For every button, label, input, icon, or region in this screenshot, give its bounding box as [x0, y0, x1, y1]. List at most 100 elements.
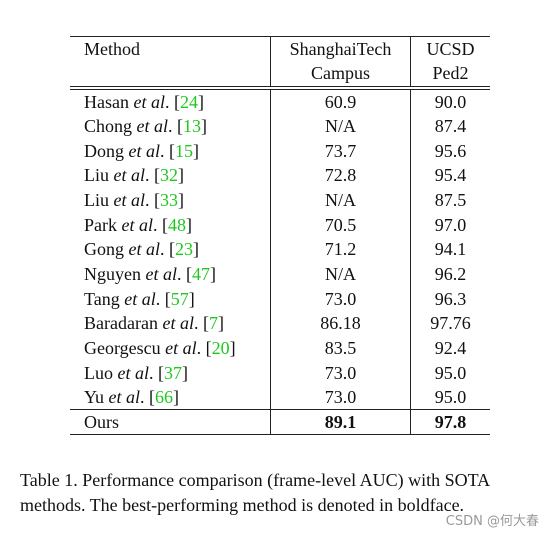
score-cell: 90.0 — [410, 87, 490, 114]
table-row: Chong et al. [13] N/A 87.4 — [70, 113, 490, 139]
score-cell: 95.0 — [410, 360, 490, 386]
method-text: ] — [201, 115, 208, 136]
method-cell: Yu et al. [66] — [70, 385, 271, 410]
method-text: . [ — [193, 313, 209, 334]
method-text: et al — [128, 239, 161, 260]
score-cell: 87.4 — [410, 113, 490, 139]
score-cell: 95.6 — [410, 138, 490, 163]
score-cell: N/A — [270, 187, 411, 213]
citation: 7 — [208, 313, 218, 334]
score-cell: 96.3 — [410, 286, 490, 311]
citation: 47 — [192, 263, 210, 284]
score-cell: 73.0 — [270, 385, 411, 410]
method-text: Baradaran — [84, 313, 163, 334]
method-text: . [ — [160, 239, 175, 260]
method-text: et al — [136, 115, 169, 136]
method-text: Chong — [84, 115, 137, 136]
table-row: Hasan et al. [24] 60.9 90.0 — [70, 87, 490, 114]
header-text: Ped2 — [432, 63, 469, 83]
caption: Table 1. Performance comparison (frame-l… — [20, 470, 490, 515]
method-text: . [ — [164, 91, 180, 112]
score-cell: 60.9 — [270, 87, 411, 114]
method-text: Hasan — [84, 91, 134, 112]
method-cell: Nguyen et al. [47] — [70, 262, 271, 287]
method-text: ] — [186, 214, 192, 235]
table-row: Ours 89.1 97.8 — [70, 409, 490, 435]
table-row: Dong et al. [15] 73.7 95.6 — [70, 138, 490, 163]
method-text: et al — [162, 313, 194, 334]
header-cell: Method — [70, 37, 271, 88]
citation: 33 — [160, 189, 178, 210]
method-text: et al — [113, 189, 146, 210]
method-text: . [ — [177, 263, 192, 284]
method-text: . [ — [196, 338, 212, 359]
watermark: CSDN @何大春 — [445, 514, 539, 529]
header-text: ShanghaiTech — [289, 39, 392, 59]
score-cell: 95.0 — [410, 385, 490, 410]
score-cell: 83.5 — [270, 335, 411, 361]
citation: 24 — [179, 91, 198, 112]
method-cell: Hasan et al. [24] — [70, 88, 271, 114]
method-text: . [ — [160, 140, 175, 161]
method-cell: Luo et al. [37] — [70, 360, 271, 385]
method-cell: Gong et al. [23] — [70, 237, 271, 262]
method-text: Nguyen — [84, 263, 146, 284]
method-cell: Park et al. [48] — [70, 212, 271, 237]
header-text: UCSD — [426, 39, 475, 59]
score-cell: 97.8 — [410, 409, 490, 435]
header-row: Method ShanghaiTech Campus UCSD Ped2 — [70, 36, 490, 88]
method-text: ] — [229, 338, 236, 359]
citation: 57 — [170, 288, 189, 309]
method-text: . [ — [168, 115, 184, 136]
header-text: Method — [84, 39, 140, 59]
results-table: Method ShanghaiTech Campus UCSD Ped2 Hasan e… — [70, 36, 490, 435]
method-text: et al — [133, 91, 165, 112]
method-text: ] — [193, 239, 199, 260]
method-text: Liu — [84, 189, 114, 210]
table-row: Gong et al. [23] 71.2 94.1 — [70, 236, 490, 262]
score-cell: 97.76 — [410, 311, 490, 336]
method-text: . [ — [153, 214, 168, 235]
method-text: et al — [121, 214, 154, 235]
score-cell: 87.5 — [410, 187, 490, 213]
method-text: et al — [124, 288, 156, 309]
table-body: Hasan et al. [24] 60.9 90.0 Chong et al. [1… — [70, 87, 490, 435]
method-text: ] — [193, 140, 199, 161]
table-row: Georgescu et al. [20] 83.5 92.4 — [70, 335, 490, 361]
method-cell: Baradaran et al. [7] — [70, 311, 271, 336]
method-cell: Liu et al. [33] — [70, 188, 271, 213]
method-text: . [ — [145, 189, 160, 210]
score-cell: 92.4 — [410, 335, 490, 361]
method-text: ] — [188, 288, 195, 309]
citation: 48 — [168, 214, 186, 235]
table-row: Baradaran et al. [7] 86.18 97.76 — [70, 311, 490, 336]
citation: 20 — [211, 338, 230, 359]
score-cell: 97.0 — [410, 212, 490, 237]
table-row: Yu et al. [66] 73.0 95.0 — [70, 385, 490, 410]
method-text: ] — [178, 189, 184, 210]
table-row: Tang et al. [57] 73.0 96.3 — [70, 286, 490, 311]
method-text: Ours — [84, 412, 119, 433]
method-cell: Dong et al. [15] — [70, 138, 271, 163]
method-text: . [ — [155, 288, 171, 309]
method-text: Tang — [84, 288, 125, 309]
score-cell: 95.4 — [410, 162, 490, 188]
method-cell: Chong et al. [13] — [70, 114, 271, 139]
table-row: Liu et al. [33] N/A 87.5 — [70, 187, 490, 213]
score-cell: 96.2 — [410, 261, 490, 287]
citation: 15 — [175, 140, 193, 161]
citation: 37 — [164, 362, 182, 383]
citation: 13 — [183, 115, 202, 136]
method-text: Gong — [84, 239, 129, 260]
score-cell: 89.1 — [270, 409, 411, 435]
method-text: Dong — [84, 140, 129, 161]
method-text: ] — [217, 313, 224, 334]
method-text: ] — [210, 263, 216, 284]
header-cell: UCSD Ped2 — [410, 36, 490, 88]
score-cell: N/A — [270, 113, 411, 139]
score-cell: 94.1 — [410, 236, 490, 262]
method-text: et al — [108, 387, 141, 408]
method-text: ] — [173, 387, 180, 408]
score-cell: 70.5 — [270, 212, 411, 237]
